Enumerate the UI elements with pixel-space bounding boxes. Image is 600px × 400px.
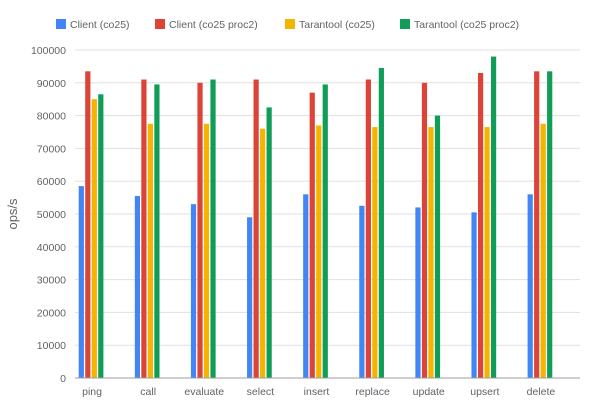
bar-ping-2 <box>91 99 97 378</box>
legend-label: Client (co25 proc2) <box>169 19 258 31</box>
bar-evaluate-1 <box>197 82 203 379</box>
legend-label: Client (co25) <box>70 19 130 31</box>
x-tick-label: delete <box>527 386 556 398</box>
y-tick-label: 60000 <box>37 176 66 188</box>
x-tick-label: evaluate <box>184 386 224 398</box>
y-tick-label: 100000 <box>31 45 66 57</box>
bar-delete-0 <box>527 194 533 378</box>
bar-update-0 <box>415 207 421 378</box>
bar-upsert-2 <box>484 127 490 378</box>
y-tick-label: 0 <box>60 373 66 385</box>
bar-call-3 <box>154 84 160 378</box>
bar-replace-1 <box>365 79 371 379</box>
x-tick-label: call <box>140 386 156 398</box>
y-axis-ticks: 0 10000 20000 30000 40000 50000 60000 70000 8000… <box>31 45 66 385</box>
legend-swatch <box>56 19 66 29</box>
bar-delete-2 <box>540 123 546 378</box>
bar-insert-3 <box>322 84 328 378</box>
x-tick-label: select <box>247 386 275 398</box>
bar-upsert-3 <box>490 56 497 379</box>
y-axis-label: ops/s <box>5 198 20 230</box>
bar-ping-1 <box>85 71 91 378</box>
x-tick-label: insert <box>304 386 330 398</box>
bar-evaluate-3 <box>210 79 216 379</box>
legend-label: Tarantool (co25) <box>299 19 375 31</box>
legend-swatch <box>285 19 295 29</box>
bar-delete-3 <box>547 71 553 378</box>
bar-evaluate-2 <box>203 123 210 378</box>
bar-insert-0 <box>303 194 309 378</box>
bars <box>78 56 553 379</box>
bar-evaluate-0 <box>190 204 197 378</box>
x-axis-ticks: ping call evaluate select insert replace updat… <box>82 386 555 398</box>
bar-update-1 <box>421 82 428 379</box>
bar-delete-1 <box>534 71 540 378</box>
y-tick-label: 20000 <box>37 307 66 319</box>
legend: Client (co25) Client (co25 proc2) Tarantoo… <box>56 19 519 31</box>
x-tick-label: update <box>413 386 445 398</box>
x-tick-label: upsert <box>470 386 499 398</box>
y-tick-label: 90000 <box>37 78 66 90</box>
bar-upsert-0 <box>471 212 477 378</box>
bar-insert-2 <box>316 125 322 378</box>
bar-replace-2 <box>372 127 378 378</box>
x-tick-label: replace <box>355 386 390 398</box>
bar-call-2 <box>147 123 154 378</box>
bar-update-3 <box>434 115 441 378</box>
legend-swatch <box>155 19 165 29</box>
bar-replace-3 <box>378 68 384 378</box>
bar-call-0 <box>134 195 141 378</box>
bar-call-1 <box>141 79 147 379</box>
y-tick-label: 30000 <box>37 275 66 287</box>
bar-replace-0 <box>359 205 365 378</box>
y-tick-label: 80000 <box>37 111 66 123</box>
y-tick-label: 50000 <box>37 209 66 221</box>
bar-select-2 <box>260 128 266 378</box>
bar-ping-0 <box>78 186 84 378</box>
bar-select-3 <box>266 107 272 379</box>
x-tick-label: ping <box>82 386 102 398</box>
bar-select-0 <box>247 217 253 378</box>
y-tick-label: 10000 <box>37 340 66 352</box>
bar-upsert-1 <box>477 72 484 379</box>
bar-insert-1 <box>309 92 315 378</box>
bar-select-1 <box>253 79 259 379</box>
legend-swatch <box>400 19 410 29</box>
legend-label: Tarantool (co25 proc2) <box>414 19 519 31</box>
y-tick-label: 70000 <box>37 143 66 155</box>
y-tick-label: 40000 <box>37 242 66 254</box>
bar-update-2 <box>428 127 434 378</box>
bar-ping-3 <box>98 94 104 378</box>
